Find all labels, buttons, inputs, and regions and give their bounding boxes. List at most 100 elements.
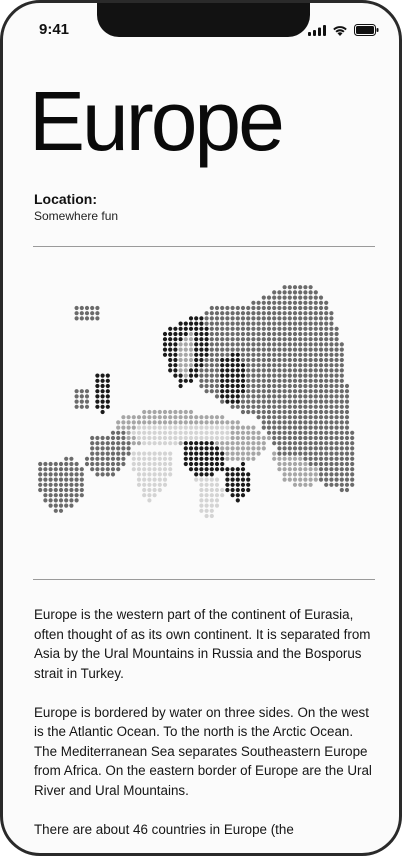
map-dot	[282, 425, 287, 430]
map-dot	[272, 347, 277, 352]
map-dot	[209, 331, 214, 337]
map-dot	[230, 311, 235, 316]
map-dot	[100, 378, 105, 383]
map-dot	[95, 451, 100, 456]
map-dot	[43, 498, 48, 503]
map-dot	[220, 321, 225, 326]
map-dot	[282, 316, 287, 321]
map-dot	[240, 487, 246, 493]
map-dot	[157, 441, 162, 446]
map-dot	[152, 461, 157, 467]
map-dot	[272, 363, 277, 368]
map-dot	[188, 321, 194, 326]
map-dot	[266, 373, 272, 378]
map-dot	[318, 389, 324, 394]
map-dot	[69, 498, 74, 503]
map-dot	[277, 383, 282, 389]
map-dot	[183, 451, 188, 456]
map-dot	[220, 420, 225, 425]
map-dot	[272, 415, 277, 420]
map-dot	[298, 311, 303, 316]
map-dot	[313, 441, 318, 446]
map-dot	[209, 446, 214, 451]
map-dot	[220, 430, 225, 435]
map-dot	[84, 399, 90, 404]
map-dot	[121, 441, 126, 446]
map-dot	[136, 435, 142, 441]
map-dot	[350, 477, 355, 482]
map-dot	[251, 357, 256, 363]
map-dot	[230, 394, 235, 399]
map-dot	[74, 493, 79, 498]
map-dot	[43, 461, 48, 467]
map-dot	[329, 347, 334, 352]
map-dot	[256, 404, 261, 409]
map-dot	[308, 378, 313, 383]
map-dot	[324, 409, 329, 415]
map-dot	[256, 399, 261, 404]
map-dot	[334, 378, 339, 383]
map-dot	[204, 487, 209, 493]
map-dot	[79, 472, 84, 477]
map-dot	[282, 467, 287, 472]
map-dot	[261, 331, 266, 337]
map-dot	[329, 373, 334, 378]
map-dot	[261, 425, 266, 430]
map-dot	[225, 326, 230, 331]
map-dot	[43, 487, 48, 493]
map-dot	[204, 357, 209, 363]
map-dot	[318, 326, 324, 331]
map-dot	[292, 441, 298, 446]
map-dot	[69, 503, 74, 508]
map-dot	[188, 446, 194, 451]
map-dot	[272, 409, 277, 415]
map-dot	[147, 451, 152, 456]
map-dot	[344, 451, 350, 456]
map-dot	[303, 295, 308, 300]
map-dot	[183, 441, 188, 446]
map-dot	[204, 508, 209, 513]
map-dot	[282, 337, 287, 342]
map-dot	[282, 435, 287, 441]
map-dot	[344, 477, 350, 482]
map-dot	[329, 383, 334, 389]
map-dot	[188, 331, 194, 337]
map-dot	[230, 446, 235, 451]
map-dot	[240, 409, 246, 415]
map-dot	[38, 487, 43, 493]
map-dot	[334, 467, 339, 472]
map-dot	[350, 461, 355, 467]
map-dot	[199, 503, 204, 508]
map-dot	[339, 404, 344, 409]
map-dot	[292, 394, 298, 399]
map-dot	[287, 415, 292, 420]
map-dot	[74, 477, 79, 482]
map-dot	[287, 363, 292, 368]
map-dot	[256, 383, 261, 389]
map-dot	[178, 383, 183, 389]
map-dot	[324, 472, 329, 477]
map-dot	[214, 316, 220, 321]
map-dot	[90, 305, 95, 311]
map-dot	[282, 342, 287, 347]
map-dot	[79, 493, 84, 498]
map-dot	[230, 383, 235, 389]
map-dot	[209, 472, 214, 477]
map-dot	[298, 404, 303, 409]
location-label: Location:	[34, 191, 97, 207]
map-dot	[240, 425, 246, 430]
map-dot	[303, 420, 308, 425]
map-dot	[230, 435, 235, 441]
map-dot	[84, 404, 90, 409]
map-dot	[303, 337, 308, 342]
map-dot	[220, 347, 225, 352]
map-dot	[90, 311, 95, 316]
map-dot	[261, 337, 266, 342]
map-dot	[100, 435, 105, 441]
map-dot	[230, 451, 235, 456]
map-dot	[298, 446, 303, 451]
map-dot	[298, 461, 303, 467]
map-dot	[105, 456, 110, 461]
map-dot	[173, 347, 178, 352]
map-dot	[162, 347, 168, 352]
